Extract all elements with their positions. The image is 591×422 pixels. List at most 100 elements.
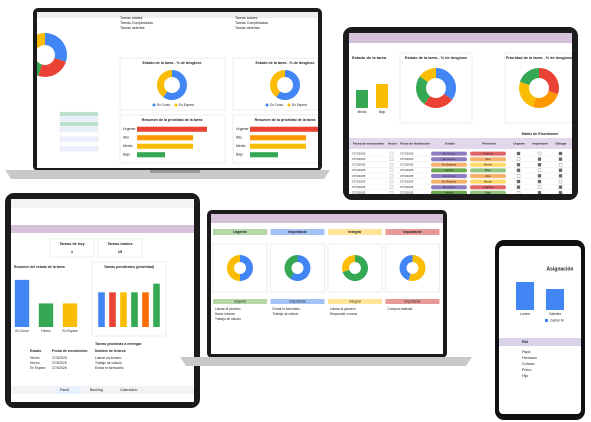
bar-label: Bajo <box>236 153 243 157</box>
role-cell: Hijo <box>522 374 528 378</box>
bar-label: En Curso <box>15 329 29 333</box>
checkbox[interactable] <box>537 151 542 156</box>
checkbox[interactable] <box>389 157 394 161</box>
checkbox[interactable] <box>516 168 521 172</box>
priority-label: Urgente <box>483 151 494 155</box>
due-date: 27/3/2025 <box>352 185 366 189</box>
task-item: Hacer informe <box>215 312 235 316</box>
checkbox[interactable] <box>537 191 542 194</box>
column-header: Hecho <box>388 141 397 145</box>
chart-card <box>399 52 473 124</box>
priority-label: Bajo <box>485 191 491 195</box>
status-label: Hecho <box>445 191 454 195</box>
column-header: Importante <box>532 141 548 145</box>
column-title: Importante <box>288 230 307 234</box>
priority-label: Urgente <box>483 185 494 189</box>
bar <box>137 135 193 141</box>
pie-slice <box>519 68 539 85</box>
checkbox[interactable] <box>389 168 394 172</box>
checkbox[interactable] <box>558 151 563 156</box>
list-header <box>270 299 325 304</box>
laptop-notch <box>150 170 200 173</box>
checkbox[interactable] <box>516 163 521 167</box>
list-title: Urgente <box>234 299 246 303</box>
checkbox[interactable] <box>537 157 542 161</box>
column-header <box>270 229 325 235</box>
status-label: En Curso <box>443 157 456 161</box>
summary-label: Tareas Completadas <box>120 21 153 25</box>
checkbox[interactable] <box>558 179 563 184</box>
pie-slice <box>37 60 42 76</box>
checkbox[interactable] <box>516 151 521 156</box>
finish-date: 27/3/2025 <box>400 179 414 183</box>
bar <box>376 84 388 108</box>
bar-label: Lorena <box>520 312 530 316</box>
section-title: Estado de la tarea <box>352 55 387 60</box>
chart-title: Resumen de la prioridad de la tarea <box>255 118 317 122</box>
summary-label: Tareas totales <box>120 16 143 20</box>
sheet-tab[interactable]: Calendario <box>120 388 137 392</box>
summary-label: Tareas abiertas <box>120 26 145 30</box>
status-pill <box>431 151 467 156</box>
chart-card <box>212 243 268 293</box>
bar <box>98 292 105 327</box>
bar <box>516 282 534 310</box>
side-row <box>59 141 99 147</box>
checkbox[interactable] <box>389 185 394 189</box>
checkbox[interactable] <box>516 174 521 178</box>
checkbox[interactable] <box>389 163 394 167</box>
pie-slice <box>415 76 431 105</box>
priority-label: Bajo <box>485 168 491 172</box>
summary-label: Tareas Completadas <box>235 21 268 25</box>
column-header: Urgente <box>513 141 525 145</box>
checkbox[interactable] <box>558 157 563 161</box>
sheet-tab[interactable]: Panel <box>60 388 69 392</box>
table-cell: Trabajo de cálculo <box>95 361 122 365</box>
toolbar <box>11 199 194 208</box>
checkbox[interactable] <box>558 185 563 189</box>
checkbox[interactable] <box>558 191 563 194</box>
phone-content: Asignación Lorena Gabriela Carlos M. Rol Papá… <box>499 266 581 378</box>
checkbox[interactable] <box>537 174 542 178</box>
checkbox[interactable] <box>389 191 394 194</box>
chart-title: Estado de la tarea - % de desglose <box>143 61 202 65</box>
chart-title: Tareas pendientes (prioridad) <box>104 265 155 269</box>
checkbox[interactable] <box>558 168 563 172</box>
list-title: Importante <box>289 299 305 303</box>
finish-date: 27/3/2025 <box>400 151 414 155</box>
pie-slice <box>436 68 457 100</box>
checkbox[interactable] <box>516 185 521 189</box>
checkbox[interactable] <box>558 174 563 178</box>
due-date: 27/3/2025 <box>352 151 366 155</box>
checkbox[interactable] <box>537 168 542 172</box>
bar-label: Medio <box>358 110 367 114</box>
checkbox[interactable] <box>558 163 563 167</box>
checkbox[interactable] <box>516 179 521 184</box>
column-header: Delegar <box>555 141 567 145</box>
checkbox[interactable] <box>389 174 394 178</box>
checkbox[interactable] <box>389 151 394 156</box>
column-header: Fecha de vencimiento <box>52 349 87 353</box>
priority-pill <box>470 157 506 162</box>
chart-card <box>504 52 572 124</box>
active-tab <box>55 386 81 394</box>
sheet-tab[interactable]: Backlog <box>90 388 103 392</box>
bar-label: Bajo <box>123 153 130 157</box>
checkbox[interactable] <box>537 185 542 189</box>
due-date: 27/3/2025 <box>352 168 366 172</box>
checkbox[interactable] <box>537 179 542 184</box>
task-item: Enviar el formulario <box>273 307 301 311</box>
chart-title: Estado de la tarea - % de desglose <box>256 61 315 65</box>
checkbox[interactable] <box>516 191 521 194</box>
table-cell: Hecho <box>30 361 40 365</box>
checkbox[interactable] <box>537 163 542 167</box>
pie-slice <box>45 33 67 62</box>
checkbox[interactable] <box>389 179 394 184</box>
status-pill <box>431 190 467 194</box>
chart-title: Resumen del estado de la tarea <box>14 265 65 269</box>
checkbox[interactable] <box>516 157 521 161</box>
priority-pill <box>470 168 506 173</box>
